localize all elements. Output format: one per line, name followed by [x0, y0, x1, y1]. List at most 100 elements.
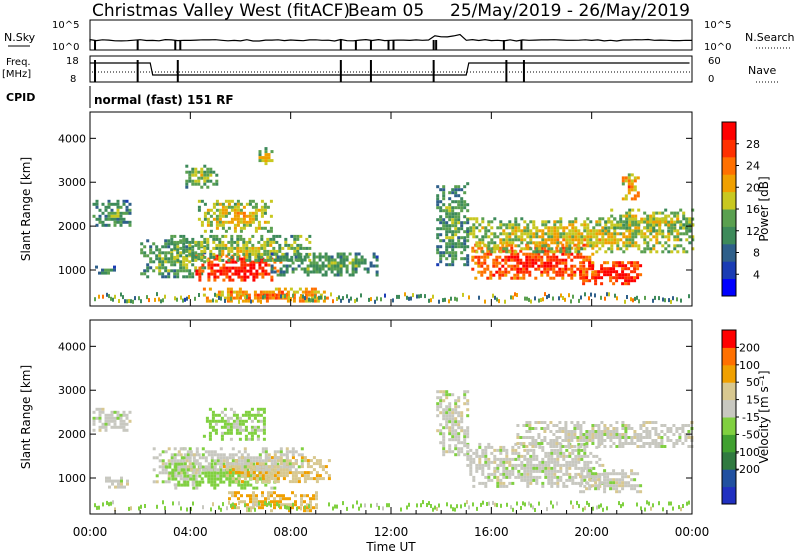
- data-cell: [492, 273, 496, 277]
- data-cell: [300, 503, 303, 507]
- data-cell: [540, 442, 544, 445]
- data-cell: [445, 230, 449, 234]
- data-cell: [233, 246, 237, 250]
- data-cell: [312, 258, 316, 262]
- data-cell: [454, 429, 458, 433]
- data-cell: [221, 249, 225, 253]
- data-cell: [261, 447, 265, 451]
- data-cell: [439, 411, 443, 415]
- data-cell: [92, 202, 96, 206]
- data-cell: [460, 209, 464, 213]
- ground-scatter-cell: [498, 299, 500, 304]
- ground-scatter-cell: [190, 506, 192, 511]
- data-cell: [261, 269, 265, 273]
- data-cell: [582, 261, 586, 265]
- data-cell: [306, 509, 309, 513]
- data-cell: [179, 251, 183, 255]
- data-cell: [472, 484, 476, 488]
- data-cell: [221, 202, 225, 206]
- data-cell: [588, 472, 592, 476]
- data-cell: [627, 173, 631, 177]
- data-cell: [682, 250, 686, 254]
- data-cell: [508, 238, 512, 242]
- data-cell: [243, 269, 247, 273]
- data-cell: [489, 252, 493, 256]
- data-cell: [597, 430, 601, 433]
- data-cell: [342, 261, 346, 265]
- data-cell: [291, 465, 295, 469]
- data-cell: [237, 450, 241, 454]
- data-cell: [198, 465, 202, 469]
- data-cell: [195, 480, 199, 484]
- data-cell: [220, 290, 224, 294]
- data-cell: [670, 232, 674, 236]
- data-cell: [664, 235, 668, 239]
- data-cell: [529, 457, 533, 461]
- data-cell: [336, 270, 340, 274]
- data-cell: [161, 468, 165, 472]
- data-cell: [215, 217, 219, 221]
- data-cell: [126, 479, 129, 483]
- data-cell: [645, 433, 649, 436]
- data-cell: [92, 428, 96, 432]
- data-cell: [618, 472, 622, 476]
- data-cell: [445, 417, 449, 421]
- data-cell: [463, 191, 467, 195]
- data-cell: [565, 472, 569, 476]
- data-cell: [252, 491, 255, 495]
- ground-scatter-cell: [230, 296, 232, 301]
- data-cell: [363, 267, 367, 271]
- data-cell: [478, 241, 482, 245]
- data-cell: [523, 472, 527, 476]
- data-cell: [454, 218, 458, 222]
- data-cell: [240, 483, 244, 487]
- ground-scatter-cell: [346, 294, 348, 299]
- data-cell: [580, 223, 584, 227]
- data-cell: [577, 454, 581, 458]
- colorbar-swatch: [722, 451, 736, 470]
- data-cell: [239, 249, 243, 253]
- data-cell: [442, 221, 446, 225]
- data-cell: [248, 246, 252, 250]
- data-cell: [224, 220, 228, 224]
- data-cell: [496, 478, 500, 482]
- data-cell: [188, 173, 192, 177]
- data-cell: [523, 220, 527, 224]
- data-cell: [273, 471, 277, 475]
- data-cell: [592, 466, 596, 470]
- data-cell: [173, 260, 177, 264]
- data-cell: [625, 220, 629, 224]
- colorbar-swatch: [722, 226, 736, 245]
- data-cell: [107, 419, 111, 423]
- data-cell: [451, 408, 455, 412]
- data-cell: [210, 266, 214, 270]
- data-cell: [252, 266, 256, 270]
- data-cell: [655, 238, 659, 242]
- data-cell: [225, 459, 229, 463]
- power-cbar-label: Power [dB]: [757, 176, 771, 241]
- data-cell: [595, 232, 599, 236]
- data-cell: [244, 413, 248, 417]
- data-cell: [308, 240, 312, 244]
- data-cell: [439, 188, 443, 192]
- ground-scatter-cell: [174, 296, 176, 301]
- data-cell: [207, 477, 211, 481]
- data-cell: [451, 429, 455, 433]
- data-cell: [685, 238, 689, 242]
- data-cell: [609, 487, 613, 491]
- data-cell: [679, 232, 683, 236]
- data-cell: [619, 238, 623, 242]
- nsky-tick-bottom: 10^0: [52, 42, 79, 53]
- data-cell: [101, 410, 105, 414]
- data-cell: [673, 223, 677, 227]
- data-cell: [110, 416, 114, 420]
- data-cell: [621, 176, 625, 180]
- data-cell: [183, 453, 187, 457]
- data-cell: [291, 471, 295, 475]
- data-cell: [345, 258, 349, 262]
- data-cell: [442, 453, 446, 457]
- data-cell: [451, 423, 455, 427]
- data-cell: [513, 276, 517, 280]
- data-cell: [218, 240, 222, 244]
- data-cell: [263, 202, 267, 206]
